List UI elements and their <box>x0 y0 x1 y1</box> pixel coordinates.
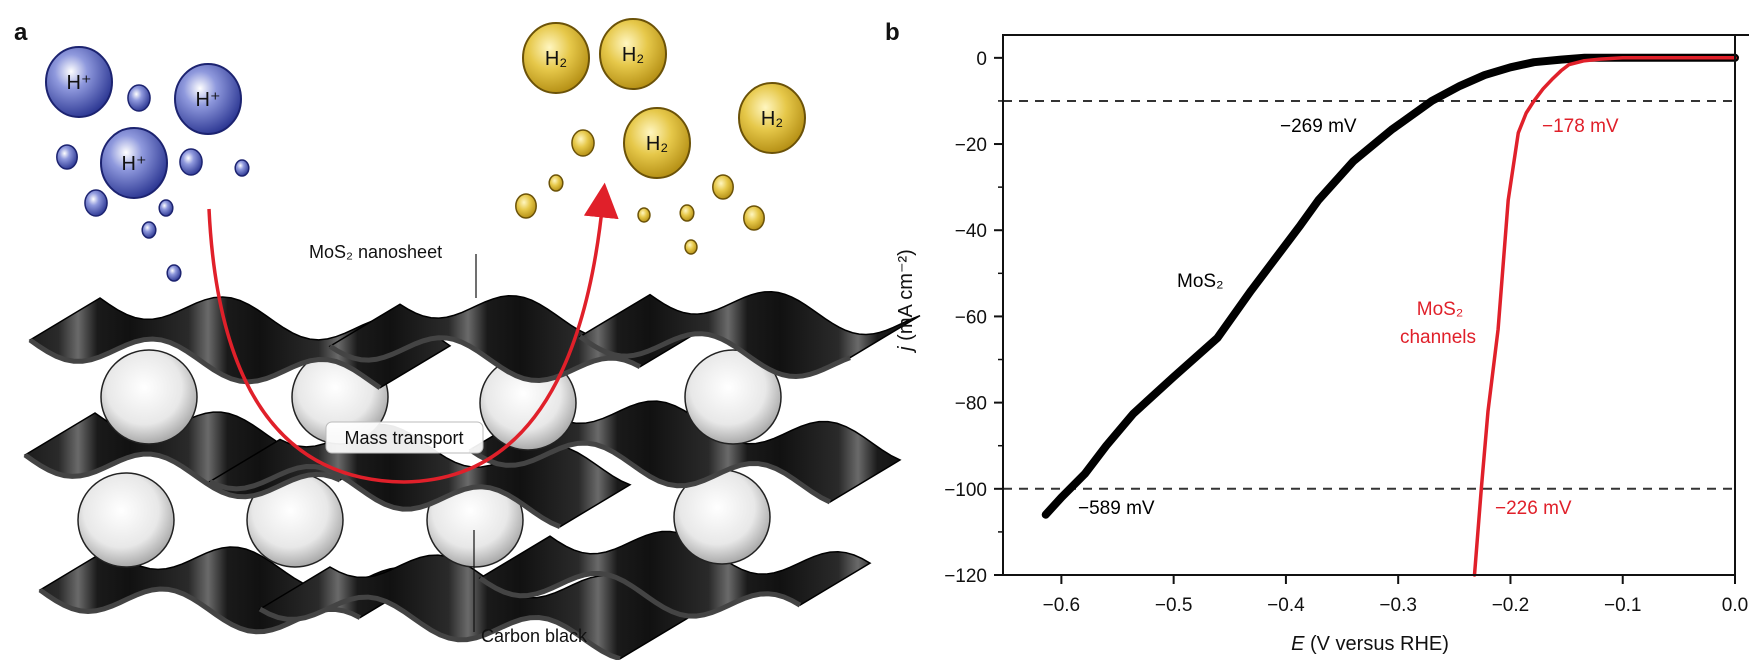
x-tick-label: −0.5 <box>1155 595 1193 616</box>
proton-icon <box>45 46 113 118</box>
hydrogen-label: H₂ <box>761 108 783 130</box>
y-tick-label: 0 <box>976 49 987 70</box>
y-tick-label: −40 <box>955 221 987 242</box>
nanosheet-edge <box>28 336 382 390</box>
mass-transport-box <box>325 421 484 454</box>
nanosheet-label: MoS₂ nanosheet <box>309 242 442 262</box>
y-tick-label: −60 <box>955 307 987 328</box>
y-axis-var: j <box>895 346 917 354</box>
y-axis-label: j (mA cm⁻²) <box>895 249 917 354</box>
nanosheet-edge <box>578 331 851 380</box>
x-tick-label: −0.1 <box>1604 595 1642 616</box>
hydrogen-small-icon <box>743 205 765 231</box>
hydrogen-small-icon <box>571 129 595 157</box>
panel-a-schematic: a H⁺ H⁺ H⁺ H₂ H₂ H₂ H₂ Mass transport MoS₂ nan… <box>14 18 921 660</box>
hydrogen-label: H₂ <box>545 48 567 70</box>
annotation-178mv: −178 mV <box>1542 116 1619 137</box>
proton-label: H⁺ <box>122 153 147 175</box>
x-tick-label: 0.0 <box>1722 595 1748 616</box>
series-label-mos2: MoS₂ <box>1177 271 1223 292</box>
proton-small-icon <box>179 148 203 176</box>
hydrogen-small-icon <box>679 204 695 222</box>
annotation-269mv: −269 mV <box>1280 116 1357 137</box>
y-tick-label: −100 <box>944 480 987 501</box>
proton-icon <box>174 63 242 135</box>
mass-transport-arrow <box>207 182 619 484</box>
chart-plot: 0 −20 −40 −60 −80 −100 −120 −0.6 −0.5 −0.4 −0.3 −0.… <box>944 34 1749 616</box>
nanosheet-edge <box>328 335 642 383</box>
hydrogen-molecule-icon <box>522 22 590 94</box>
series-label-channels-line1: MoS₂ <box>1417 299 1463 320</box>
carbon-black-sphere <box>100 349 198 445</box>
hydrogen-small-icon <box>637 207 651 223</box>
y-tick-label: −20 <box>955 135 987 156</box>
mos2-carbon-layers <box>23 290 921 660</box>
y-tick-label: −80 <box>955 394 987 415</box>
proton-small-icon <box>166 264 182 282</box>
nanosheet-edge <box>468 440 832 505</box>
proton-small-icon <box>127 84 151 112</box>
nanosheet-edge <box>478 570 802 619</box>
panel-b-label: b <box>885 19 900 46</box>
nanosheet-edge <box>208 464 561 530</box>
hydrogen-small-icon <box>548 174 564 192</box>
x-tick-label: −0.3 <box>1379 595 1417 616</box>
series-label-channels-line2: channels <box>1400 327 1476 348</box>
series-line-mos2 <box>1041 53 1739 519</box>
annotation-589mv: −589 mV <box>1078 498 1155 519</box>
proton-small-icon <box>56 144 78 170</box>
hydrogen-label: H₂ <box>622 44 644 66</box>
proton-label: H⁺ <box>196 89 221 111</box>
nanosheet-edge <box>23 451 341 500</box>
hydrogen-molecule-icon <box>599 18 667 90</box>
hydrogen-molecule-icon <box>623 107 691 179</box>
x-tick-label: −0.4 <box>1267 595 1305 616</box>
hydrogen-molecule-icon <box>738 82 806 154</box>
panel-b-chart: b 0 −20 −40 −60 −80 −100 −120 −0.6 −0.5 −0.4 −0.3 −… <box>885 19 1749 655</box>
proton-label: H⁺ <box>67 72 92 94</box>
particles: H⁺ H⁺ H⁺ H₂ H₂ H₂ H₂ <box>45 18 806 282</box>
hydrogen-small-icon <box>684 239 698 255</box>
x-axis-label: E (V versus RHE) <box>1291 633 1449 655</box>
proton-small-icon <box>158 199 174 217</box>
carbon-black-sphere <box>77 472 175 568</box>
proton-small-icon <box>234 159 250 177</box>
annotation-226mv: −226 mV <box>1495 498 1572 519</box>
y-tick-label: −120 <box>944 566 987 587</box>
hydrogen-small-icon <box>515 193 537 219</box>
carbon-black-sphere <box>684 349 782 445</box>
series-line-mos2-channels <box>1472 56 1737 577</box>
x-axis-var: E <box>1291 633 1305 655</box>
hydrogen-small-icon <box>712 174 734 200</box>
carbon-black-label: Carbon black <box>481 626 588 646</box>
proton-icon <box>100 127 168 199</box>
x-tick-label: −0.6 <box>1043 595 1081 616</box>
proton-small-icon <box>141 221 157 239</box>
mass-transport-label: Mass transport <box>344 428 463 448</box>
x-axis-unit: (V versus RHE) <box>1304 633 1448 655</box>
x-tick-label: −0.2 <box>1492 595 1530 616</box>
plot-frame <box>1002 34 1736 576</box>
panel-a-label: a <box>14 19 28 46</box>
nanosheet-edge <box>258 594 621 660</box>
y-axis-unit: (mA cm⁻²) <box>895 249 917 346</box>
hydrogen-label: H₂ <box>646 133 668 155</box>
proton-small-icon <box>84 189 108 217</box>
